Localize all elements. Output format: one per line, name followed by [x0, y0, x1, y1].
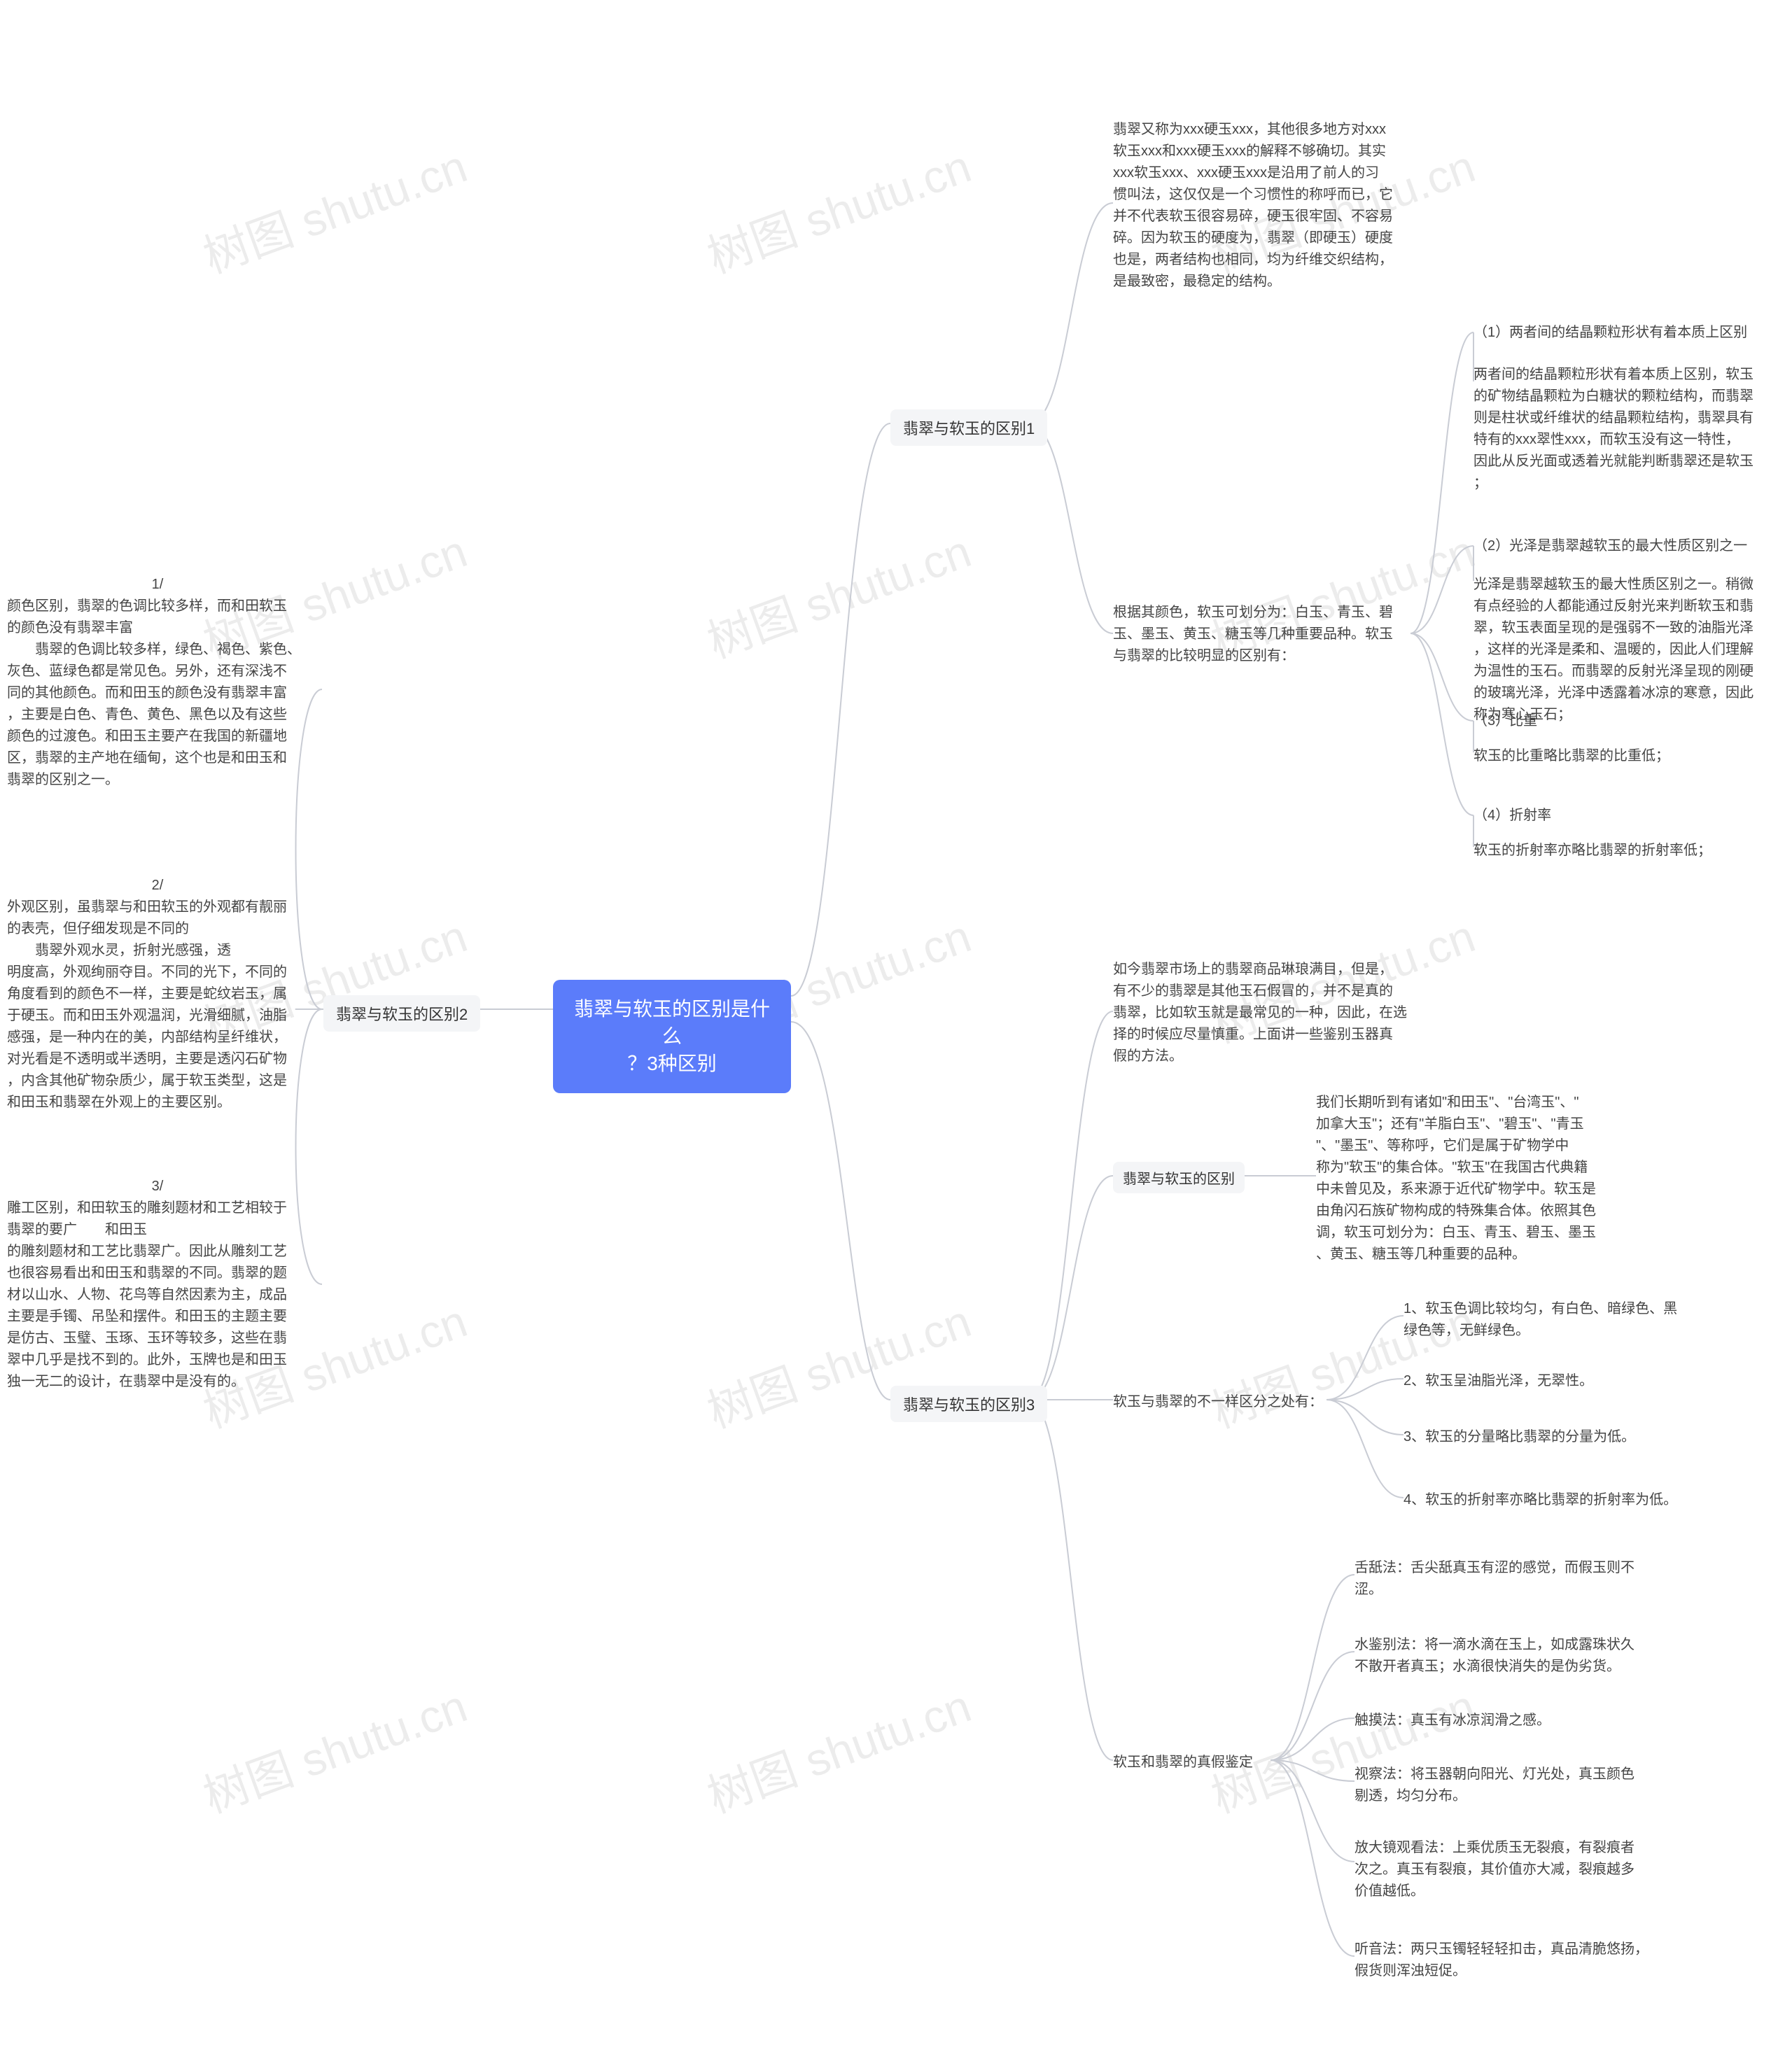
- watermark: 树图 shutu.cn: [697, 129, 979, 286]
- b1-p2-title: （2）光泽是翡翠越软玉的最大性质区别之一: [1474, 535, 1768, 557]
- watermark: 树图 shutu.cn: [193, 129, 475, 286]
- b2-i2-num: 2/: [7, 875, 308, 897]
- watermark: 树图 shutu.cn: [697, 514, 979, 670]
- b1-sub-label: 根据其颜色，软玉可划分为：白玉、青玉、碧 玉、墨玉、黄玉、糖玉等几种重要品种。软…: [1113, 602, 1410, 667]
- b1-p3-text: 软玉的比重略比翡翠的比重低；: [1474, 745, 1768, 767]
- b3-sub3-i4: 视察法：将玉器朝向阳光、灯光处，真玉颜色 剔透，均匀分布。: [1354, 1764, 1656, 1807]
- center-node[interactable]: 翡翠与软玉的区别是什么 ？3种区别: [553, 980, 791, 1093]
- b3-sub1-text: 我们长期听到有诸如"和田玉"、"台湾玉"、" 加拿大玉"；还有"羊脂白玉"、"碧…: [1316, 1092, 1620, 1265]
- b3-intro: 如今翡翠市场上的翡翠商品琳琅满目，但是， 有不少的翡翠是其他玉石假冒的，并不是真…: [1113, 959, 1414, 1067]
- b3-sub2-i4: 4、软玉的折射率亦略比翡翠的折射率为低。: [1404, 1489, 1698, 1511]
- branch-区别2[interactable]: 翡翠与软玉的区别2: [323, 995, 480, 1032]
- b2-i1-title: 颜色区别，翡翠的色调比较多样，而和田软玉 的颜色没有翡翠丰富: [7, 596, 308, 639]
- b1-p1-text: 两者间的结晶颗粒形状有着本质上区别，软玉 的矿物结晶颗粒为白糖状的颗粒结构，而翡…: [1474, 364, 1768, 494]
- mindmap-canvas: 树图 shutu.cn 树图 shutu.cn 树图 shutu.cn 树图 shut…: [0, 0, 1792, 2052]
- b3-sub2-i3: 3、软玉的分量略比翡翠的分量为低。: [1404, 1426, 1698, 1448]
- b2-i3-title: 雕工区别，和田软玉的雕刻题材和工艺相较于 翡翠的要广 和田玉: [7, 1197, 308, 1241]
- b2-i3-num: 3/: [7, 1176, 308, 1197]
- b3-sub2-label: 软玉与翡翠的不一样区分之处有：: [1113, 1391, 1323, 1413]
- b3-sub2-i2: 2、软玉呈油脂光泽，无翠性。: [1404, 1370, 1698, 1392]
- b2-i3-text: 的雕刻题材和工艺比翡翠广。因此从雕刻工艺 也很容易看出和田玉和翡翠的不同。翡翠的…: [7, 1241, 308, 1393]
- b2-i1-text: 翡翠的色调比较多样，绿色、褐色、紫色、 灰色、蓝绿色都是常见色。另外，还有深浅不…: [7, 639, 308, 791]
- b3-sub3-i5: 放大镜观看法：上乘优质玉无裂痕，有裂痕者 次之。真玉有裂痕，其价值亦大减，裂痕越…: [1354, 1837, 1656, 1902]
- b3-sub3-i1: 舌舐法：舌尖舐真玉有涩的感觉，而假玉则不 涩。: [1354, 1557, 1656, 1601]
- b3-sub3-label: 软玉和翡翠的真假鉴定: [1113, 1752, 1267, 1773]
- center-title-2: ？3种区别: [627, 1053, 717, 1074]
- b1-p3-title: （3）比重: [1474, 710, 1768, 732]
- center-title-1: 翡翠与软玉的区别是什么: [574, 998, 770, 1047]
- b1-p1-title: （1）两者间的结晶颗粒形状有着本质上区别: [1474, 322, 1768, 344]
- b2-i2-text: 翡翠外观水灵，折射光感强，透 明度高，外观绚丽夺目。不同的光下，不同的 角度看到…: [7, 940, 308, 1113]
- b3-sub2-i1: 1、软玉色调比较均匀，有白色、暗绿色、黑 绿色等，无鲜绿色。: [1404, 1298, 1698, 1342]
- b1-p2-text: 光泽是翡翠越软玉的最大性质区别之一。稍微 有点经验的人都能通过反射光来判断软玉和…: [1474, 574, 1768, 726]
- b2-i1-num: 1/: [7, 574, 308, 596]
- b3-sub3-i6: 听音法：两只玉镯轻轻轻扣击，真品清脆悠扬， 假货则浑浊短促。: [1354, 1939, 1656, 1982]
- watermark: 树图 shutu.cn: [697, 1669, 979, 1825]
- watermark: 树图 shutu.cn: [193, 1669, 475, 1825]
- branch-区别3[interactable]: 翡翠与软玉的区别3: [890, 1386, 1047, 1422]
- branch-区别1[interactable]: 翡翠与软玉的区别1: [890, 409, 1047, 446]
- b1-p4-text: 软玉的折射率亦略比翡翠的折射率低；: [1474, 840, 1768, 862]
- b1-p4-title: （4）折射率: [1474, 805, 1768, 827]
- b1-intro: 翡翠又称为xxx硬玉xxx，其他很多地方对xxx 软玉xxx和xxx硬玉xxx的…: [1113, 119, 1414, 293]
- b2-i2-title: 外观区别，虽翡翠与和田软玉的外观都有靓丽 的表壳，但仔细发现是不同的: [7, 897, 308, 940]
- b3-sub1-label[interactable]: 翡翠与软玉的区别: [1113, 1162, 1245, 1193]
- b3-sub3-i2: 水鉴别法：将一滴水滴在玉上，如成露珠状久 不散开者真玉；水滴很快消失的是伪劣货。: [1354, 1634, 1656, 1678]
- b3-sub3-i3: 触摸法：真玉有冰凉润滑之感。: [1354, 1710, 1656, 1731]
